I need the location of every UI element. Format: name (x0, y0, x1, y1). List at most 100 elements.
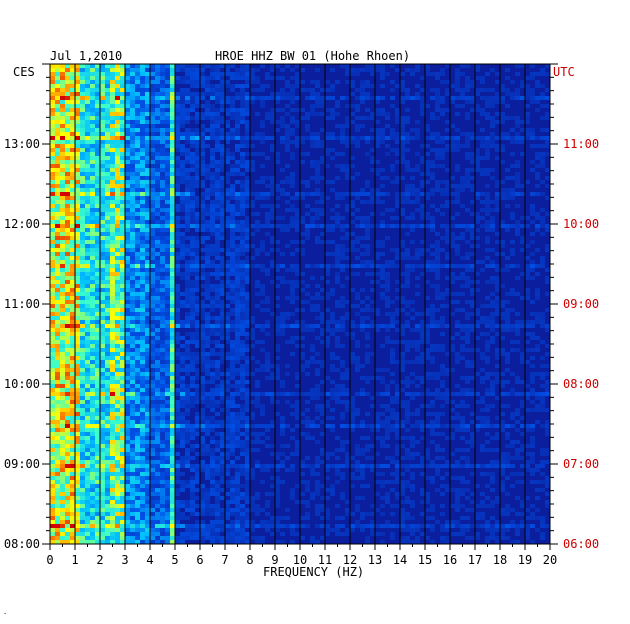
spectrogram-cell (130, 164, 135, 168)
spectrogram-cell (75, 140, 80, 144)
spectrogram-cell (335, 192, 340, 196)
spectrogram-cell (265, 220, 270, 224)
spectrogram-cell (135, 356, 140, 360)
spectrogram-cell (90, 92, 95, 96)
spectrogram-cell (185, 120, 190, 124)
spectrogram-cell (200, 148, 205, 152)
spectrogram-cell (270, 64, 275, 68)
spectrogram-cell (105, 140, 110, 144)
spectrogram-cell (135, 240, 140, 244)
spectrogram-cell (465, 360, 470, 364)
spectrogram-cell (380, 96, 385, 100)
spectrogram-cell (430, 216, 435, 220)
spectrogram-cell (135, 292, 140, 296)
spectrogram-cell (475, 76, 480, 80)
spectrogram-cell (180, 92, 185, 96)
spectrogram-cell (475, 308, 480, 312)
spectrogram-cell (85, 380, 90, 384)
spectrogram-cell (85, 304, 90, 308)
spectrogram-cell (125, 188, 130, 192)
spectrogram-cell (350, 140, 355, 144)
spectrogram-cell (175, 116, 180, 120)
spectrogram-cell (480, 88, 485, 92)
spectrogram-cell (120, 232, 125, 236)
spectrogram-cell (180, 180, 185, 184)
spectrogram-cell (410, 228, 415, 232)
spectrogram-cell (290, 264, 295, 268)
spectrogram-cell (440, 224, 445, 228)
spectrogram-cell (50, 236, 55, 240)
spectrogram-cell (285, 372, 290, 376)
spectrogram-cell (345, 104, 350, 108)
spectrogram-cell (60, 132, 65, 136)
spectrogram-cell (105, 368, 110, 372)
spectrogram-cell (140, 112, 145, 116)
spectrogram-cell (130, 264, 135, 268)
spectrogram-cell (80, 316, 85, 320)
spectrogram-cell (155, 108, 160, 112)
spectrogram-cell (490, 312, 495, 316)
spectrogram-cell (85, 84, 90, 88)
spectrogram-cell (445, 232, 450, 236)
spectrogram-cell (170, 168, 175, 172)
spectrogram-cell (325, 296, 330, 300)
spectrogram-cell (155, 372, 160, 376)
spectrogram-cell (160, 352, 165, 356)
spectrogram-cell (120, 84, 125, 88)
spectrogram-cell (130, 320, 135, 324)
spectrogram-cell (245, 268, 250, 272)
spectrogram-cell (465, 268, 470, 272)
spectrogram-cell (355, 108, 360, 112)
spectrogram-cell (160, 80, 165, 84)
spectrogram-cell (220, 96, 225, 100)
spectrogram-cell (430, 164, 435, 168)
spectrogram-cell (120, 176, 125, 180)
spectrogram-cell (60, 300, 65, 304)
spectrogram-cell (495, 208, 500, 212)
spectrogram-cell (90, 188, 95, 192)
spectrogram-cell (130, 172, 135, 176)
spectrogram-cell (90, 340, 95, 344)
spectrogram-cell (55, 292, 60, 296)
spectrogram-cell (100, 304, 105, 308)
spectrogram-cell (165, 336, 170, 340)
spectrogram-cell (335, 336, 340, 340)
spectrogram-cell (90, 152, 95, 156)
spectrogram-cell (135, 204, 140, 208)
spectrogram-cell (65, 328, 70, 332)
spectrogram-cell (450, 240, 455, 244)
spectrogram-cell (65, 76, 70, 80)
spectrogram-cell (60, 100, 65, 104)
spectrogram-cell (230, 264, 235, 268)
spectrogram-cell (145, 168, 150, 172)
spectrogram-cell (325, 88, 330, 92)
spectrogram-cell (160, 284, 165, 288)
spectrogram-cell (505, 360, 510, 364)
spectrogram-cell (170, 72, 175, 76)
spectrogram-cell (360, 96, 365, 100)
spectrogram-cell (420, 380, 425, 384)
spectrogram-cell (290, 176, 295, 180)
spectrogram-cell (515, 292, 520, 296)
spectrogram-cell (60, 260, 65, 264)
spectrogram-cell (545, 196, 550, 200)
spectrogram-cell (150, 100, 155, 104)
spectrogram-cell (465, 332, 470, 336)
spectrogram-cell (535, 136, 540, 140)
spectrogram-cell (65, 364, 70, 368)
spectrogram-cell (170, 192, 175, 196)
spectrogram-cell (230, 308, 235, 312)
spectrogram-cell (140, 148, 145, 152)
spectrogram-cell (445, 136, 450, 140)
spectrogram-cell (495, 268, 500, 272)
spectrogram-cell (435, 156, 440, 160)
spectrogram-cell (445, 372, 450, 376)
spectrogram-cell (175, 380, 180, 384)
spectrogram-cell (405, 196, 410, 200)
spectrogram-cell (155, 344, 160, 348)
spectrogram-cell (185, 272, 190, 276)
spectrogram-cell (240, 348, 245, 352)
spectrogram-cell (475, 372, 480, 376)
spectrogram-cell (190, 340, 195, 344)
spectrogram-cell (115, 128, 120, 132)
